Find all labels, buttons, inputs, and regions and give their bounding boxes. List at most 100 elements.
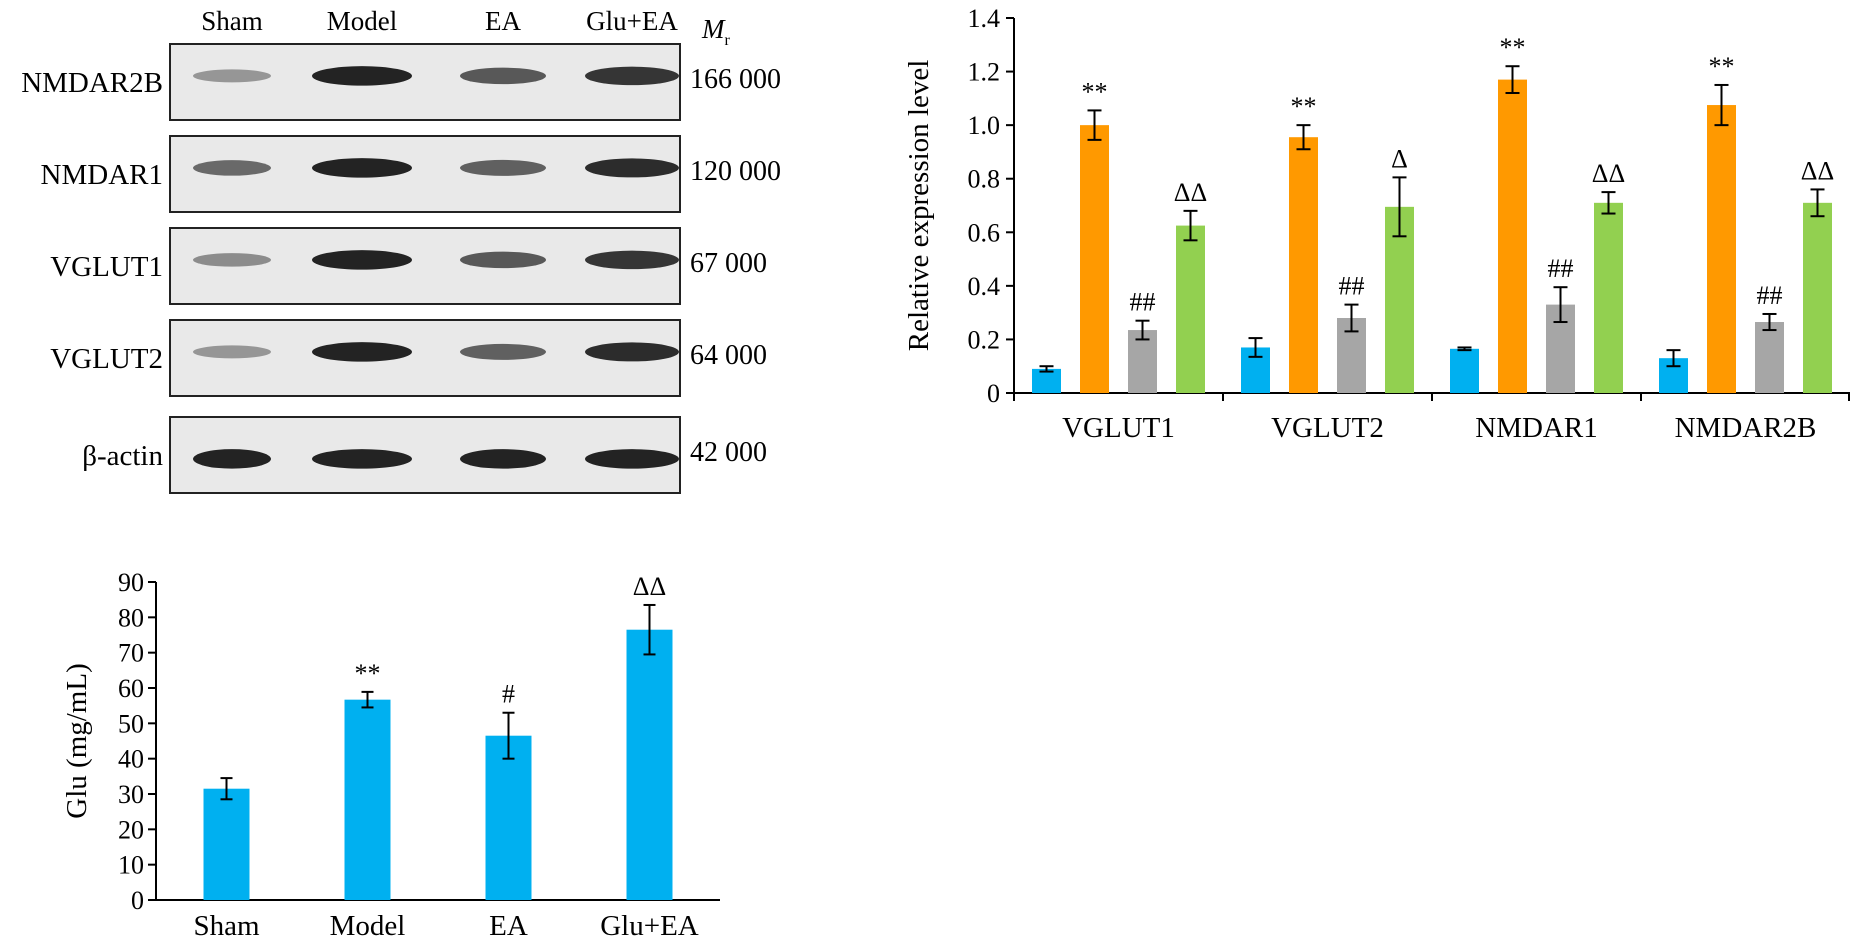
bar (1498, 79, 1527, 393)
bar (1450, 348, 1479, 393)
protein-label: NMDAR2B (21, 67, 163, 99)
protein-label: VGLUT1 (50, 251, 163, 283)
blot-band (193, 69, 271, 83)
blot-band (460, 449, 546, 469)
y-tick-label: 0 (131, 886, 144, 915)
mr-subscript: r (725, 32, 731, 49)
western-blot-panel: Sham Model EA Glu+EA Mr NMDAR2B 166 000 NMDAR1 1… (21, 6, 781, 494)
y-tick-label: 1.0 (968, 111, 1001, 140)
blot-band (460, 159, 546, 176)
significance-mark: ## (1548, 254, 1574, 283)
significance-mark: ** (355, 659, 381, 688)
blot-row-box (169, 319, 681, 397)
bar (1755, 322, 1784, 393)
significance-mark: ΔΔ (633, 572, 666, 601)
bar (485, 735, 532, 900)
mr-value: 42 000 (690, 437, 767, 468)
blot-band (585, 250, 679, 270)
x-tick-label: EA (489, 910, 528, 942)
blot-band (460, 251, 546, 269)
x-tick-label: Glu+EA (600, 910, 699, 942)
significance-mark: ** (1291, 92, 1317, 121)
blot-band (585, 66, 679, 86)
x-tick-label: VGLUT2 (1271, 412, 1384, 444)
blot-band (312, 158, 412, 178)
blot-band (460, 343, 546, 360)
bar (1385, 206, 1414, 393)
significance-mark: ## (1757, 281, 1783, 310)
bar (1289, 137, 1318, 393)
significance-mark: ## (1339, 272, 1365, 301)
bar (203, 788, 250, 900)
y-tick-label: 20 (118, 815, 144, 844)
lane-label: EA (485, 6, 521, 36)
blot-band (585, 342, 679, 362)
blot-band (460, 67, 546, 85)
y-tick-label: 70 (118, 639, 144, 668)
bar (1128, 330, 1157, 393)
lane-label: Model (327, 6, 398, 36)
y-tick-label: 0.4 (968, 272, 1001, 301)
bar (1080, 125, 1109, 394)
protein-label: VGLUT2 (50, 343, 163, 375)
y-axis-label: Relative expression level (903, 60, 935, 352)
y-tick-label: 90 (118, 568, 144, 597)
significance-mark: ΔΔ (1801, 156, 1834, 185)
glu-concentration-chart: 0 10 20 30 40 50 60 70 80 90 Glu (mg/mL) Sham ** Mode… (61, 568, 720, 942)
blot-band (193, 345, 271, 359)
x-tick-label: VGLUT1 (1062, 412, 1175, 444)
x-tick-label: NMDAR1 (1475, 412, 1597, 444)
blot-band (585, 449, 679, 469)
y-tick-label: 80 (118, 603, 144, 632)
mr-value: 120 000 (690, 156, 781, 187)
bar (1032, 368, 1061, 393)
y-tick-label: 10 (118, 851, 144, 880)
blot-band (312, 449, 412, 469)
blot-band (193, 449, 271, 469)
protein-label: NMDAR1 (41, 159, 163, 191)
protein-label: β-actin (82, 440, 163, 472)
x-tick-label: Model (330, 910, 406, 942)
y-tick-label: 0.8 (968, 165, 1001, 194)
significance-mark: ## (1130, 288, 1156, 317)
bar (1594, 202, 1623, 393)
y-tick-label: 60 (118, 674, 144, 703)
relative-expression-chart: 0 0.2 0.4 0.6 0.8 1.0 1.2 1.4 Relative expressio… (903, 4, 1850, 444)
x-tick-label: NMDAR2B (1675, 412, 1817, 444)
blot-band (312, 66, 412, 86)
blot-row-box (169, 43, 681, 121)
blot-band (193, 160, 271, 176)
mr-value: 64 000 (690, 340, 767, 371)
bar (626, 629, 673, 900)
y-axis-label: Glu (mg/mL) (61, 663, 93, 818)
mr-label: Mr (701, 14, 731, 49)
significance-mark: ** (1500, 33, 1526, 62)
lane-label: Glu+EA (586, 6, 678, 36)
blot-row-box (169, 227, 681, 305)
bar (1176, 225, 1205, 393)
significance-mark: Δ (1391, 144, 1408, 173)
y-tick-label: 40 (118, 745, 144, 774)
y-tick-label: 30 (118, 780, 144, 809)
y-tick-label: 0.2 (968, 325, 1001, 354)
mr-value: 67 000 (690, 248, 767, 279)
blot-band (193, 253, 271, 267)
bar (1803, 202, 1832, 393)
significance-mark: # (502, 680, 515, 709)
y-tick-label: 0.6 (968, 218, 1001, 247)
y-tick-label: 1.2 (968, 58, 1001, 87)
blot-band (312, 342, 412, 362)
x-tick-label: Sham (193, 910, 260, 942)
y-tick-label: 1.4 (968, 4, 1001, 33)
mr-value: 166 000 (690, 64, 781, 95)
blot-band (312, 250, 412, 270)
significance-mark: ΔΔ (1592, 159, 1625, 188)
y-tick-label: 50 (118, 709, 144, 738)
lane-label: Sham (201, 6, 263, 36)
bar (344, 699, 391, 900)
bar (1707, 105, 1736, 393)
blot-band (585, 158, 679, 178)
significance-mark: ** (1709, 52, 1735, 81)
significance-mark: ΔΔ (1174, 178, 1207, 207)
